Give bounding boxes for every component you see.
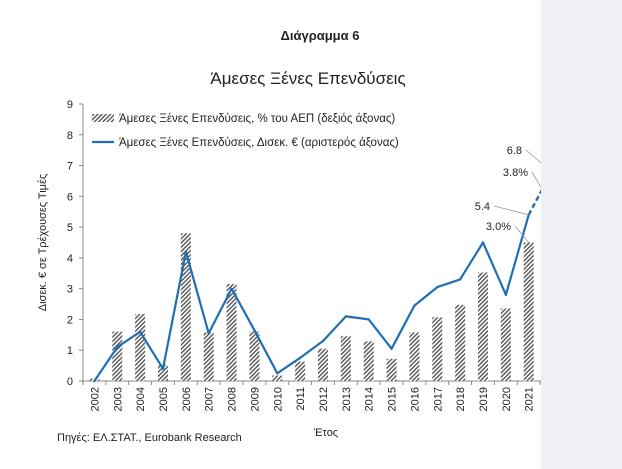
line-point-2017: [436, 285, 439, 289]
x-tick-label: 2003: [112, 387, 124, 411]
bar-2015: [386, 358, 397, 381]
annotation-leader: [531, 171, 541, 189]
x-tick-label: 2002: [89, 387, 101, 411]
line-point-2010: [276, 372, 279, 375]
line-point-2012: [321, 339, 325, 343]
bar-2016: [409, 332, 420, 381]
left-tick-label: 3: [67, 284, 73, 296]
line-point-2005: [161, 367, 165, 370]
bar-2013: [340, 336, 351, 381]
bar-2005: [158, 364, 168, 381]
left-tick-label: 7: [67, 161, 73, 173]
left-tick-label: 6: [67, 191, 73, 203]
fdi-line-actual: [93, 214, 530, 382]
bar-2004: [135, 314, 146, 381]
x-tick-label: 2009: [249, 387, 261, 411]
bar-2017: [432, 317, 443, 381]
line-point-2006: [184, 250, 188, 253]
chart-card: Άμεσες Ξένες Επενδύσεις01234567890%1%2%3…: [30, 58, 541, 454]
bar-2019: [478, 272, 488, 381]
y-left-axis-title: Δισεκ. € σε Τρέχουσες Τιμές: [37, 174, 49, 311]
left-tick-label: 2: [67, 314, 73, 326]
line-point-2007: [207, 332, 210, 335]
annotation-label: 5.4: [475, 201, 490, 213]
x-tick-label: 2005: [158, 387, 170, 411]
x-tick-label: 2006: [181, 387, 193, 411]
bar-2021: [523, 242, 534, 381]
bar-2009: [249, 331, 260, 381]
annotation-leader: [514, 225, 530, 243]
x-tick-label: 2013: [341, 387, 353, 411]
bar-2020: [500, 308, 511, 381]
line-point-2015: [390, 347, 393, 350]
bar-2007: [203, 332, 214, 381]
line-point-2008: [230, 287, 233, 290]
legend-bar-label: Άμεσες Ξένες Επενδύσεις, % του ΑΕΠ (δεξι…: [119, 113, 395, 125]
x-tick-label: 2019: [478, 387, 490, 411]
x-tick-label: 2020: [501, 387, 513, 411]
left-tick-label: 0: [67, 376, 73, 388]
annotation-label: 6.8: [507, 145, 522, 157]
annotation-leader: [525, 149, 541, 164]
line-point-2018: [458, 278, 462, 281]
line-point-2003: [116, 345, 119, 349]
left-tick-label: 1: [67, 345, 73, 357]
x-tick-label: 2011: [295, 387, 307, 411]
x-tick-label: 2017: [432, 387, 444, 411]
x-tick-label: 2012: [318, 387, 330, 411]
line-point-2019: [481, 241, 485, 244]
legend-line-label: Άμεσες Ξένες Επενδύσεις, Δισεκ. € (αριστ…: [119, 137, 399, 149]
x-tick-label: 2018: [455, 387, 467, 411]
bar-2014: [363, 341, 374, 381]
left-tick-label: 5: [67, 222, 73, 234]
bar-2010: [272, 375, 283, 381]
fdi-line-forecast: [527, 189, 541, 216]
left-tick-label: 8: [67, 130, 73, 142]
figure-heading: Διάγραμμα 6: [280, 28, 360, 43]
legend-bar-swatch: [92, 114, 114, 122]
x-tick-label: 2004: [135, 387, 147, 411]
annotation-label: 3.0%: [486, 221, 511, 233]
x-tick-label: 2007: [204, 387, 216, 411]
chart-title: Άμεσες Ξένες Επενδύσεις: [210, 69, 405, 88]
bar-2011: [295, 361, 306, 381]
bar-2006: [180, 233, 191, 381]
x-tick-label: 2016: [409, 387, 421, 411]
bar-2003: [112, 331, 123, 381]
left-tick-label: 9: [67, 99, 73, 111]
line-point-2002: [93, 379, 96, 383]
line-point-2020: [504, 293, 508, 297]
fdi-chart: Άμεσες Ξένες Επενδύσεις01234567890%1%2%3…: [37, 69, 541, 439]
bar-2012: [318, 348, 328, 381]
left-tick-label: 4: [67, 253, 73, 265]
side-panel: [541, 0, 622, 469]
bar-2008: [226, 284, 237, 381]
annotation-leader: [493, 205, 529, 216]
annotation-label: 3.8%: [503, 167, 528, 179]
x-tick-label: 2015: [387, 387, 399, 411]
source-note: Πηγές: ΕΛ.ΣΤΑΤ., Eurobank Research: [57, 432, 242, 444]
bar-2018: [455, 304, 466, 381]
line-point-2014: [367, 318, 370, 321]
line-point-2013: [344, 315, 348, 318]
line-point-2011: [298, 356, 302, 360]
x-tick-label: 2008: [227, 387, 239, 411]
line-point-2016: [413, 304, 416, 307]
line-point-2004: [138, 330, 142, 333]
x-tick-label: 2014: [364, 387, 376, 411]
x-axis-title: Έτος: [313, 427, 338, 439]
x-tick-label: 2010: [272, 387, 284, 411]
x-tick-label: 2021: [524, 387, 536, 411]
line-point-2009: [253, 329, 256, 332]
